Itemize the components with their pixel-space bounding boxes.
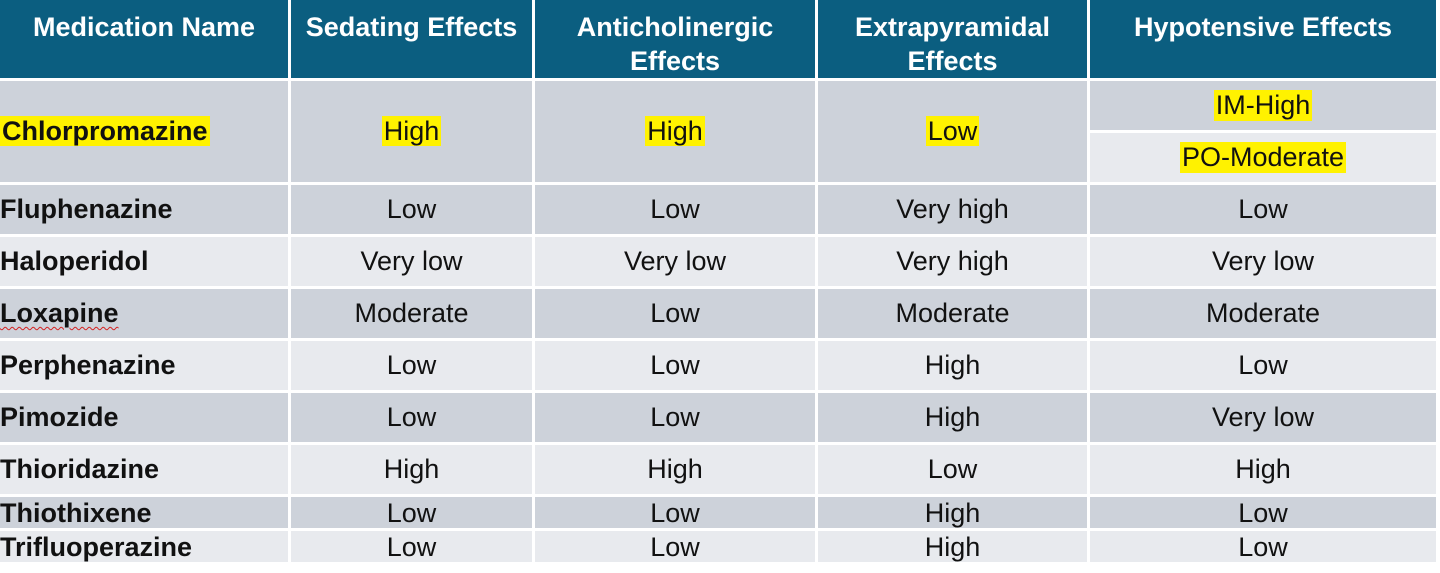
- hypotensive-im-subcell: IM-High: [1090, 81, 1436, 133]
- medication-name-cell: Pimozide: [0, 393, 291, 445]
- anticholinergic-cell: Low: [535, 393, 818, 445]
- sedating-cell: Very low: [291, 237, 535, 289]
- sedating-cell: Low: [291, 341, 535, 393]
- table-row: Thioridazine High High Low High: [0, 445, 1436, 497]
- table-body: Chlorpromazine High High Low IM-High PO-…: [0, 81, 1436, 565]
- anticholinergic-cell: High: [535, 445, 818, 497]
- sedating-cell: Moderate: [291, 289, 535, 341]
- anticholinergic-cell: Low: [535, 185, 818, 237]
- table-row: Loxapine Moderate Low Moderate Moderate: [0, 289, 1436, 341]
- anticholinergic-cell: Low: [535, 531, 818, 565]
- highlighted-text: Low: [925, 116, 980, 146]
- extrapyramidal-cell: Very high: [818, 185, 1090, 237]
- table-row: Haloperidol Very low Very low Very high …: [0, 237, 1436, 289]
- header-row: Medication Name Sedating Effects Anticho…: [0, 0, 1436, 81]
- spellcheck-underlined-text: Loxapine: [0, 298, 119, 328]
- hypotensive-split-cell: IM-High PO-Moderate: [1090, 81, 1436, 185]
- hypotensive-cell: Low: [1090, 185, 1436, 237]
- medication-name-cell: Thioridazine: [0, 445, 291, 497]
- anticholinergic-cell: High: [535, 81, 818, 185]
- anticholinergic-cell: Low: [535, 289, 818, 341]
- medication-name-cell: Trifluoperazine: [0, 531, 291, 565]
- extrapyramidal-cell: Moderate: [818, 289, 1090, 341]
- anticholinergic-cell: Low: [535, 497, 818, 531]
- hypotensive-cell: Low: [1090, 497, 1436, 531]
- extrapyramidal-cell: Very high: [818, 237, 1090, 289]
- hypotensive-split: IM-High PO-Moderate: [1090, 81, 1436, 182]
- hypotensive-cell: High: [1090, 445, 1436, 497]
- medication-name-cell: Perphenazine: [0, 341, 291, 393]
- header-extrapyramidal-effects: Extrapyramidal Effects: [818, 0, 1090, 81]
- sedating-cell: Low: [291, 497, 535, 531]
- hypotensive-cell: Low: [1090, 531, 1436, 565]
- table-row: Chlorpromazine High High Low IM-High PO-…: [0, 81, 1436, 185]
- sedating-cell: Low: [291, 393, 535, 445]
- hypotensive-cell: Very low: [1090, 393, 1436, 445]
- sedating-cell: High: [291, 81, 535, 185]
- header-sedating-effects: Sedating Effects: [291, 0, 535, 81]
- highlighted-text: Chlorpromazine: [0, 116, 210, 146]
- anticholinergic-cell: Low: [535, 341, 818, 393]
- highlighted-text: IM-High: [1213, 90, 1313, 121]
- highlighted-text: High: [645, 116, 705, 146]
- hypotensive-po-subcell: PO-Moderate: [1090, 133, 1436, 182]
- anticholinergic-cell: Very low: [535, 237, 818, 289]
- table-row: Pimozide Low Low High Very low: [0, 393, 1436, 445]
- sedating-cell: Low: [291, 531, 535, 565]
- medication-name-cell: Chlorpromazine: [0, 81, 291, 185]
- sedating-cell: High: [291, 445, 535, 497]
- table-row: Perphenazine Low Low High Low: [0, 341, 1436, 393]
- medication-name-cell: Thiothixene: [0, 497, 291, 531]
- header-anticholinergic-effects: Anticholinergic Effects: [535, 0, 818, 81]
- highlighted-text: High: [381, 116, 442, 146]
- extrapyramidal-cell: High: [818, 497, 1090, 531]
- extrapyramidal-cell: High: [818, 531, 1090, 565]
- sedating-cell: Low: [291, 185, 535, 237]
- hypotensive-cell: Moderate: [1090, 289, 1436, 341]
- medication-name-cell: Haloperidol: [0, 237, 291, 289]
- extrapyramidal-cell: Low: [818, 81, 1090, 185]
- hypotensive-cell: Very low: [1090, 237, 1436, 289]
- hypotensive-cell: Low: [1090, 341, 1436, 393]
- highlighted-text: PO-Moderate: [1179, 142, 1347, 173]
- extrapyramidal-cell: Low: [818, 445, 1090, 497]
- table-row: Thiothixene Low Low High Low: [0, 497, 1436, 531]
- table-row: Trifluoperazine Low Low High Low: [0, 531, 1436, 565]
- header-hypotensive-effects: Hypotensive Effects: [1090, 0, 1436, 81]
- table-row: Fluphenazine Low Low Very high Low: [0, 185, 1436, 237]
- header-medication-name: Medication Name: [0, 0, 291, 81]
- medication-name-cell: Fluphenazine: [0, 185, 291, 237]
- medication-name-cell: Loxapine: [0, 289, 291, 341]
- extrapyramidal-cell: High: [818, 341, 1090, 393]
- extrapyramidal-cell: High: [818, 393, 1090, 445]
- table-header: Medication Name Sedating Effects Anticho…: [0, 0, 1436, 81]
